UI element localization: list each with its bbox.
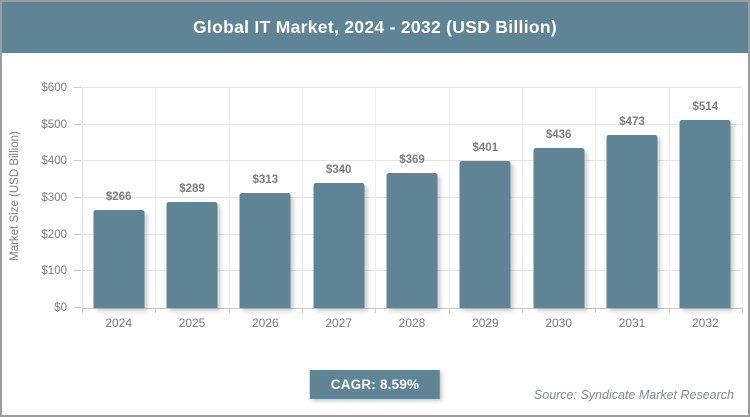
bar-slot: $289 xyxy=(155,88,228,308)
bar-value-label: $436 xyxy=(545,129,572,142)
v-gridline xyxy=(595,88,597,308)
y-tick-label: $200 xyxy=(41,228,67,241)
bar xyxy=(313,183,365,308)
x-tick-mark xyxy=(668,308,670,313)
bar-slot: $473 xyxy=(595,88,668,308)
v-gridline xyxy=(742,88,743,308)
x-tick-label: 2027 xyxy=(325,316,353,330)
bar-value-label: $340 xyxy=(325,164,352,177)
bar-value-label: $401 xyxy=(472,141,499,154)
x-tick-label: 2025 xyxy=(178,316,206,330)
x-axis-line xyxy=(82,308,742,309)
y-tick-mark xyxy=(74,197,81,198)
bar-slot: $514 xyxy=(669,88,742,308)
x-tick-mark xyxy=(302,308,303,313)
bar-value-label: $313 xyxy=(252,174,279,187)
bar xyxy=(239,193,291,308)
bar xyxy=(679,119,731,308)
x-tick-label: 2028 xyxy=(398,316,426,330)
x-tick-mark xyxy=(448,308,450,313)
bar-value-label: $289 xyxy=(179,183,205,196)
bar-value-label: $369 xyxy=(399,153,425,166)
x-tick-label: 2030 xyxy=(545,316,573,330)
cagr-badge: CAGR: 8.59% xyxy=(309,370,441,399)
y-tick-mark xyxy=(74,233,81,235)
bar xyxy=(606,134,658,308)
v-gridline xyxy=(82,88,83,308)
x-tick-mark xyxy=(155,308,157,313)
v-gridline xyxy=(448,88,450,308)
y-tick-mark xyxy=(74,87,81,88)
bar-slot: $436 xyxy=(522,88,595,308)
bar-slot: $401 xyxy=(449,88,522,308)
y-axis: $0 $100 $200 $300 $400 $500 $600 xyxy=(2,82,82,314)
y-tick-label: $600 xyxy=(41,82,67,94)
chart-title: Global IT Market, 2024 - 2032 (USD Billi… xyxy=(193,17,557,37)
x-tick-label: 2029 xyxy=(471,316,499,330)
y-tick-label: $0 xyxy=(54,302,67,314)
bar xyxy=(166,202,218,308)
bar xyxy=(533,148,585,308)
x-tick-label: 2024 xyxy=(105,316,133,330)
x-tick-mark xyxy=(228,308,230,313)
bar-slot: $313 xyxy=(229,88,302,308)
bar xyxy=(386,172,438,308)
bar-value-label: $266 xyxy=(105,191,132,204)
y-tick-label: $300 xyxy=(41,192,67,204)
bar-slot: $266 xyxy=(82,88,155,308)
x-tick-mark xyxy=(522,308,523,313)
h-gridline xyxy=(82,123,742,125)
bar-slot: $369 xyxy=(375,88,448,308)
bar-slot: $340 xyxy=(302,88,375,308)
chart-header: Global IT Market, 2024 - 2032 (USD Billi… xyxy=(2,2,748,53)
v-gridline xyxy=(375,88,377,308)
x-axis-ticks xyxy=(82,308,743,313)
x-axis-labels: 2024 2025 2026 2027 2028 2029 2030 2031 2032 xyxy=(82,316,742,332)
h-gridline xyxy=(82,160,742,162)
y-tick-label: $400 xyxy=(41,155,67,168)
v-gridline xyxy=(302,88,303,308)
bar-value-label: $473 xyxy=(619,115,645,128)
y-tick-mark xyxy=(74,270,81,272)
x-tick-label: 2026 xyxy=(251,316,279,330)
source-note: Source: Syndicate Market Research xyxy=(533,388,734,402)
plot-area: $266 $289 $313 $340 $369 $401 $436 $473 $514 xyxy=(82,87,743,309)
x-tick-mark xyxy=(742,308,743,313)
v-gridline xyxy=(668,88,670,308)
x-tick-label: 2032 xyxy=(691,316,719,330)
x-tick-label: 2031 xyxy=(618,316,646,330)
y-tick-mark xyxy=(74,160,81,162)
h-gridline xyxy=(82,87,742,88)
y-tick-mark xyxy=(74,307,81,308)
bar xyxy=(459,160,511,308)
x-tick-mark xyxy=(82,308,83,313)
x-tick-mark xyxy=(595,308,597,313)
bar-value-label: $514 xyxy=(692,100,719,113)
v-gridline xyxy=(228,88,230,308)
v-gridline xyxy=(522,88,523,308)
x-tick-mark xyxy=(375,308,377,313)
y-tick-label: $100 xyxy=(41,265,67,278)
y-tick-label: $500 xyxy=(41,118,67,131)
bar xyxy=(93,210,145,308)
v-gridline xyxy=(155,88,157,308)
y-tick-mark xyxy=(74,123,81,125)
